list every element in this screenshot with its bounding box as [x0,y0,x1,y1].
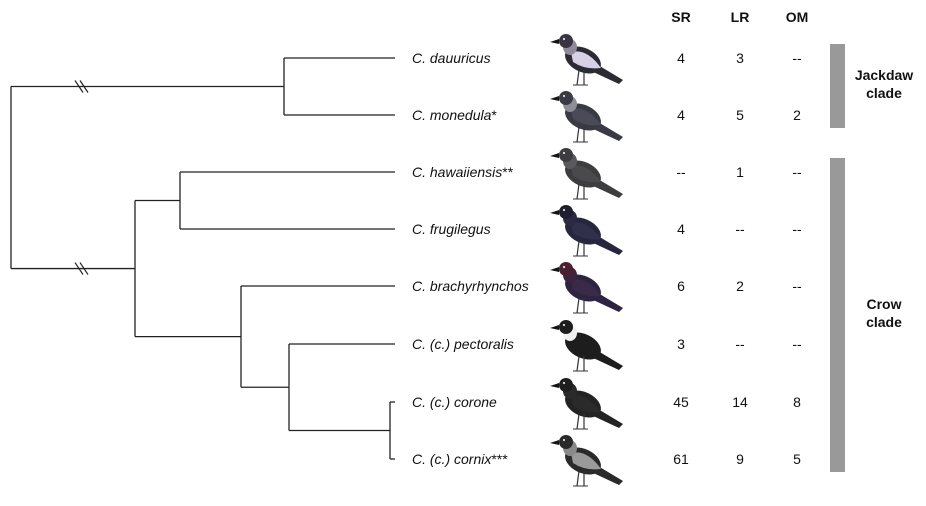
table-cell: 1 [736,164,744,180]
column-header-sr: SR [671,9,690,25]
table-cell: 4 [677,50,685,66]
taxon-name: C. monedula [412,107,492,123]
table-cell: -- [792,278,802,294]
branch-break-mark [74,262,84,275]
clade-bar [830,158,845,472]
taxon-label: C. frugilegus [412,221,491,237]
bird-illustration [550,435,623,487]
taxon-label: C. dauuricus [412,50,491,66]
column-header-lr: LR [731,9,750,25]
table-cell: 2 [736,278,744,294]
table-cell: -- [676,164,686,180]
column-headers: SR LR OM [671,9,808,25]
table-cell: -- [735,221,745,237]
taxon-name: C. dauuricus [412,50,491,66]
taxon-label: C. (c.) pectoralis [412,336,514,352]
table-cell: -- [792,50,802,66]
table-cell: 4 [677,221,685,237]
clade-label: Jackdaw [855,67,913,83]
bird-illustration [550,262,623,314]
table-cell: -- [792,221,802,237]
bird-illustration [550,34,623,86]
bird-illustration [550,148,623,200]
taxon-name: C. (c.) corone [412,394,497,410]
taxon-label: C. monedula* [412,107,497,123]
branch-break-mark [79,262,89,275]
bird-illustration [550,205,623,257]
taxon-label: C. brachyrhynchos [412,278,529,294]
bird-illustration [550,320,623,372]
taxon-footnote-mark: ** [502,164,513,180]
table-cell: 3 [677,336,685,352]
table-cell: 8 [793,394,801,410]
clade-bars: Jackdaw clade Crow clade [830,44,913,472]
clade-label: clade [866,85,902,101]
taxon-label: C. hawaiiensis** [412,164,514,180]
table-cell: 61 [673,451,689,467]
branch-break-mark [79,80,89,93]
table-cell: 9 [736,451,744,467]
table-cell: 4 [677,107,685,123]
table-cell: 3 [736,50,744,66]
bird-illustrations [550,34,623,487]
taxon-name: C. frugilegus [412,221,491,237]
clade-label: clade [866,314,902,330]
table-cell: 14 [732,394,748,410]
count-table: 4 3 --4 5 2-- 1 --4 -- --6 2 --3 -- --45 14 861 9 5 [673,50,802,467]
taxon-name: C. (c.) pectoralis [412,336,514,352]
column-header-om: OM [786,9,809,25]
table-cell: -- [792,164,802,180]
table-cell: 6 [677,278,685,294]
bird-illustration [550,91,623,143]
clade-label: Crow [867,296,902,312]
phylogenetic-tree [10,57,395,460]
taxon-footnote-mark: * [491,107,497,123]
branch-break-mark [74,80,84,93]
table-cell: 5 [736,107,744,123]
table-cell: -- [792,336,802,352]
taxon-name: C. hawaiiensis [412,164,502,180]
table-cell: 45 [673,394,689,410]
table-cell: 2 [793,107,801,123]
table-cell: -- [735,336,745,352]
table-cell: 5 [793,451,801,467]
taxon-name: C. brachyrhynchos [412,278,529,294]
taxon-label: C. (c.) corone [412,394,497,410]
bird-illustration [550,378,623,430]
taxon-name: C. (c.) cornix [412,451,492,467]
taxon-label: C. (c.) cornix*** [412,451,508,467]
taxon-footnote-mark: *** [491,451,508,467]
clade-bar [830,44,845,128]
